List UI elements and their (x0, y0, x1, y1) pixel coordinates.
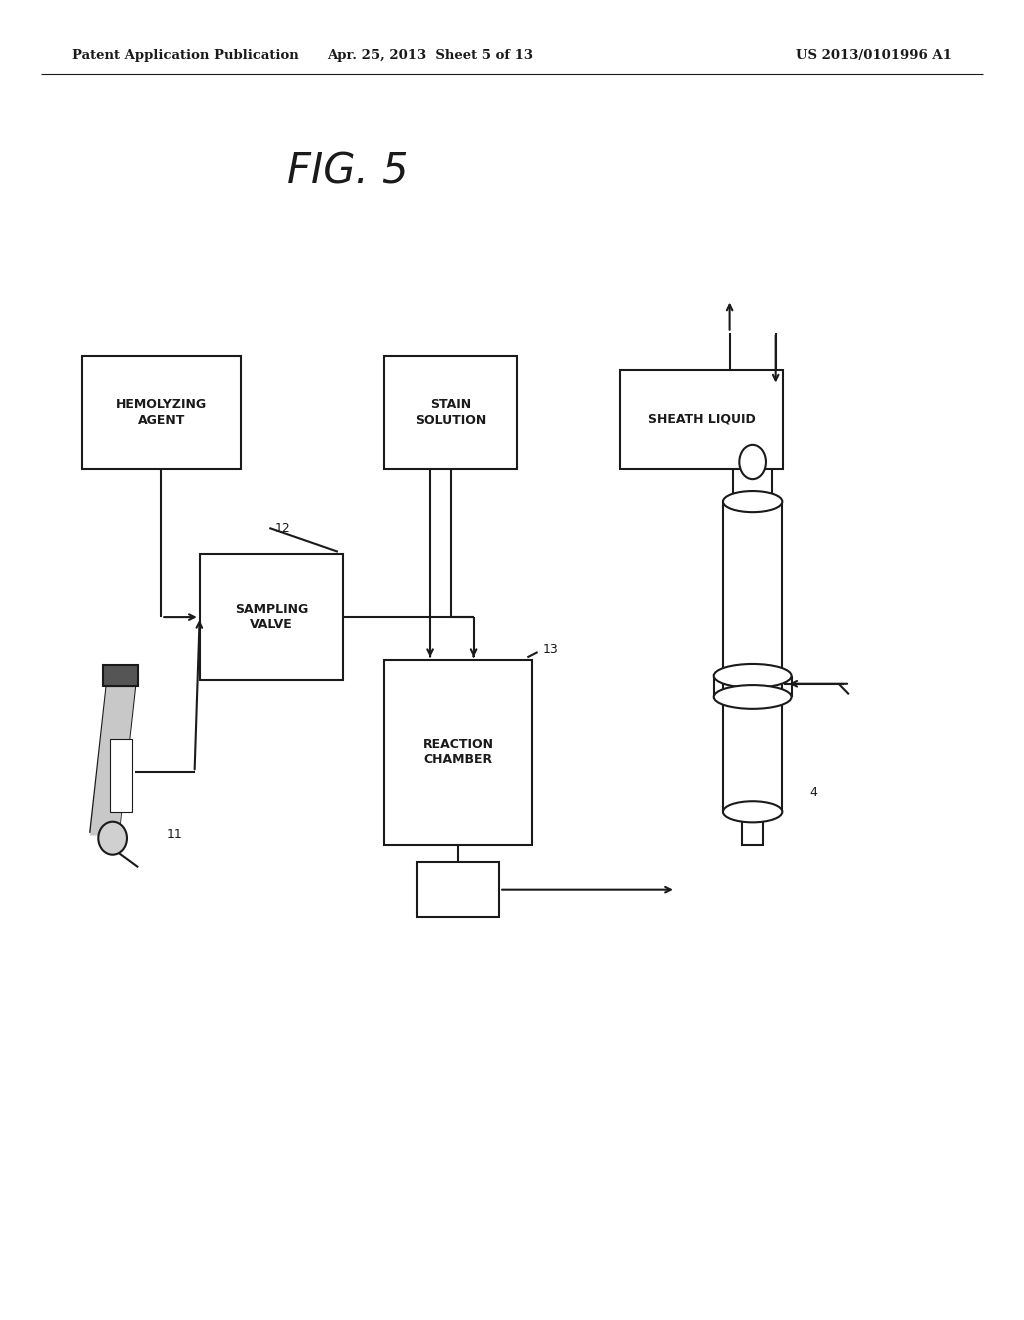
Bar (82, 356, 241, 469)
Text: FIG. 5: FIG. 5 (288, 150, 409, 193)
Polygon shape (90, 686, 135, 836)
Text: REACTION
CHAMBER: REACTION CHAMBER (423, 738, 494, 767)
Ellipse shape (714, 685, 792, 709)
Text: Patent Application Publication: Patent Application Publication (72, 49, 298, 62)
Bar (103, 665, 138, 686)
Ellipse shape (723, 491, 782, 512)
Text: 13: 13 (543, 643, 558, 656)
Bar (200, 554, 343, 680)
Bar (620, 370, 783, 469)
Text: 12: 12 (274, 521, 290, 535)
Circle shape (739, 445, 766, 479)
Text: SAMPLING
VALVE: SAMPLING VALVE (234, 603, 308, 631)
Text: HEMOLYZING
AGENT: HEMOLYZING AGENT (116, 399, 207, 426)
Text: STAIN
SOLUTION: STAIN SOLUTION (415, 399, 486, 426)
Bar (418, 862, 500, 917)
Ellipse shape (723, 801, 782, 822)
Text: Apr. 25, 2013  Sheet 5 of 13: Apr. 25, 2013 Sheet 5 of 13 (327, 49, 534, 62)
Text: US 2013/0101996 A1: US 2013/0101996 A1 (797, 49, 952, 62)
Bar (110, 739, 132, 812)
Ellipse shape (714, 664, 792, 688)
Bar (384, 660, 532, 845)
Ellipse shape (98, 821, 127, 855)
Text: 4: 4 (809, 785, 817, 799)
Text: SHEATH LIQUID: SHEATH LIQUID (647, 413, 756, 425)
Text: 11: 11 (167, 828, 182, 841)
Bar (742, 812, 763, 845)
Bar (384, 356, 517, 469)
